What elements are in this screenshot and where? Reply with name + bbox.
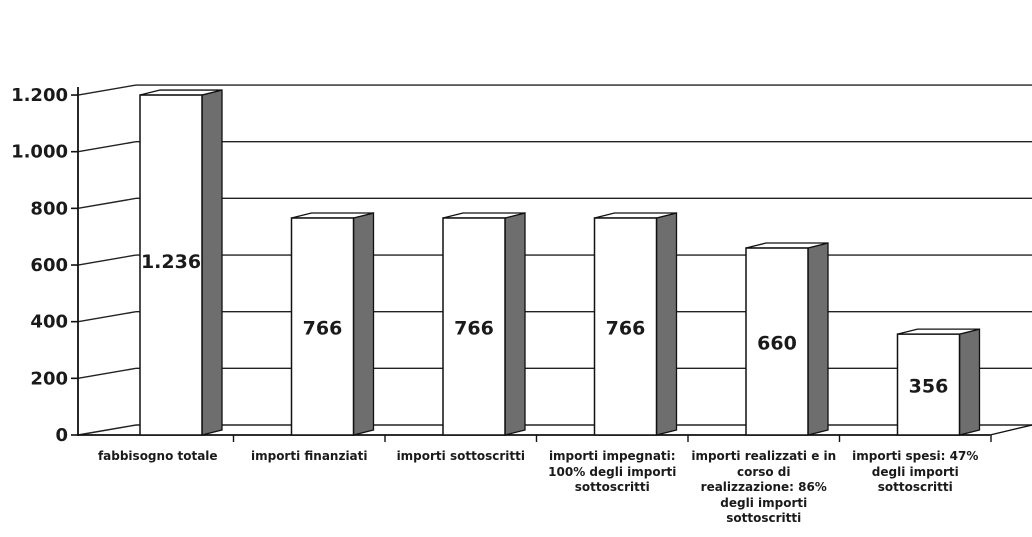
data-label: 660 [757,333,797,355]
grid-depth-line [77,197,137,210]
bar-side [352,212,375,436]
bar-side [958,328,981,436]
y-tick-label: 1.000 [11,142,68,163]
grid-depth-line [77,310,137,323]
bar-side [201,89,223,436]
grid-depth-line [77,367,137,380]
bar [896,328,981,436]
bar [745,242,829,436]
y-tick-label: 0 [55,425,68,446]
data-label: 766 [606,317,646,339]
bar [442,212,526,436]
data-label: 766 [454,317,494,339]
grid-depth-line [77,84,137,96]
y-tick-label: 400 [30,312,68,333]
grid-depth-line [77,254,137,266]
y-tick-label: 600 [30,255,68,276]
bar [290,212,375,436]
bar [139,89,223,436]
y-tick-label: 800 [30,198,68,219]
bar-front [745,247,809,436]
bar-front [290,217,355,436]
bar-front [593,217,658,436]
grid-lines [77,84,1032,436]
bar-front [896,333,961,436]
x-tick-label: importi sottoscritti [396,449,525,463]
grid-depth-line [77,424,137,436]
data-label: 356 [909,376,949,398]
x-axis-depth-line [989,424,1032,436]
y-tick-label: 1.200 [11,85,68,106]
x-tick-label: importi spesi: 47% degli importi sottosc… [852,449,979,494]
bar-side [504,212,526,436]
bar-front [139,94,203,436]
bar [593,212,678,436]
x-tick-label: fabbisogno totale [97,449,218,463]
grid-depth-line [77,141,137,153]
y-tick-label: 200 [30,368,68,389]
data-label: 1.236 [141,251,201,273]
bar-front [442,217,506,436]
bar-side [807,242,829,436]
x-tick-label: importi finanziati [250,449,368,463]
x-tick-label: importi realizzati e in corso di realizz… [691,449,837,525]
data-label: 766 [303,317,343,339]
value-labels: 1.236 766 766 766 660 356 [141,251,948,398]
x-tick-label: importi impegnati: 100% degli importi so… [548,449,677,494]
bars [139,89,981,436]
bar-side [655,212,678,436]
axes: 0 200 400 600 800 1.000 1.200 [11,85,1032,446]
